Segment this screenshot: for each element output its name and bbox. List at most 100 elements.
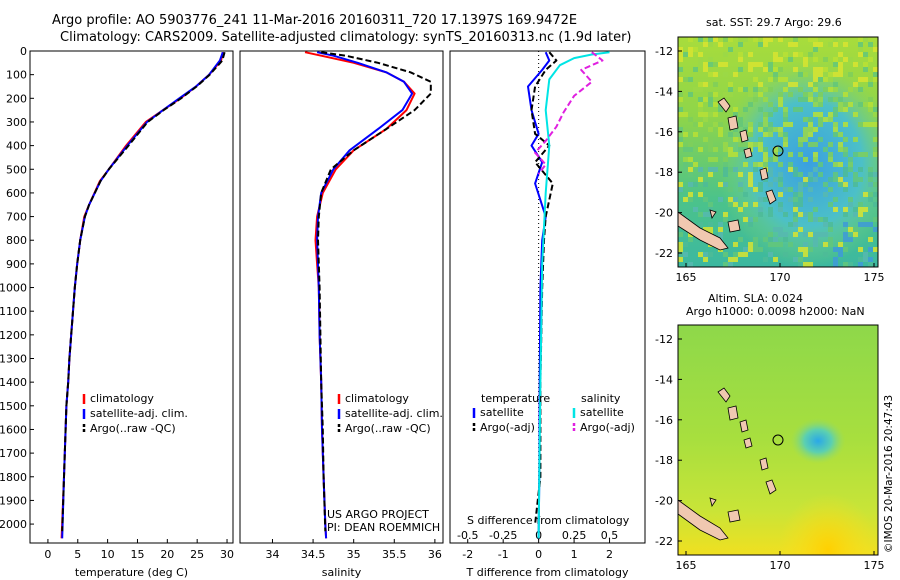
- series-line-salinity-satellite: [537, 51, 610, 539]
- temperature-panel: 0100200300400500600700800900100011001200…: [0, 45, 454, 579]
- x-tick-label: 10: [101, 548, 115, 561]
- map-lon-tick-label: 175: [864, 271, 885, 284]
- sst-map: [677, 36, 879, 268]
- salinity-diff-tick-label: 0.25: [562, 529, 587, 542]
- sla-map-title-line1: Altim. SLA: 0.024: [708, 292, 804, 305]
- salinity-axes-box: [239, 50, 444, 544]
- depth-tick-label: 1000: [0, 282, 27, 295]
- salinity-diff-tick-label: -0.25: [489, 529, 517, 542]
- legend-label: climatology: [345, 392, 409, 405]
- map-lat-tick-label: -16: [655, 126, 673, 139]
- sla-argo-location-marker: [772, 434, 784, 446]
- salinity-panel: 34 34.5 35 35.5 36 salinity climatology satelli…: [239, 50, 444, 579]
- depth-tick-label: 1700: [0, 447, 27, 460]
- project-pi: PI: DEAN ROEMMICH: [327, 521, 441, 534]
- profile-title: Argo profile: AO 5903776_241 11-Mar-2016…: [52, 13, 578, 28]
- map-lat-tick-label: -16: [655, 414, 673, 427]
- series-line-salinity-argo-adj-: [534, 51, 604, 175]
- legend-label: Argo(..raw -QC): [90, 422, 176, 435]
- depth-tick-label: 1400: [0, 376, 27, 389]
- map-lon-tick-label: 175: [864, 559, 885, 572]
- legend-label: Argo(-adj): [480, 421, 535, 434]
- sla-low-patch: [772, 409, 864, 485]
- legend-header: temperature: [481, 392, 550, 405]
- depth-tick-label: 500: [6, 163, 27, 176]
- sla-map: [677, 324, 879, 556]
- depth-tick-label: 1900: [0, 494, 27, 507]
- x-tick-label: 0: [44, 548, 51, 561]
- depth-tick-label: 700: [6, 211, 27, 224]
- legend-label: satellite: [580, 406, 624, 419]
- map-lat-tick-label: -12: [655, 333, 673, 346]
- series-line-argo-raw-qc-: [317, 51, 432, 532]
- legend-header: salinity: [581, 392, 621, 405]
- x-tick-label: -1: [498, 548, 509, 561]
- salinity-diff-tick-label: 0.5: [601, 529, 619, 542]
- x-tick-label: 2: [606, 548, 613, 561]
- x-tick-label: 20: [160, 548, 174, 561]
- sst-map-title: sat. SST: 29.7 Argo: 29.6: [706, 16, 842, 29]
- map-lat-tick-label: -12: [655, 45, 673, 58]
- depth-tick-label: 1300: [0, 353, 27, 366]
- sla-land: [677, 387, 777, 541]
- sst-map-frame: [677, 36, 879, 268]
- map-lat-tick-label: -14: [655, 85, 673, 98]
- temperature-axes-box: [29, 50, 234, 544]
- map-lat-tick-label: -18: [655, 454, 673, 467]
- depth-tick-label: 100: [6, 69, 27, 82]
- legend-label: Argo(..raw -QC): [345, 422, 431, 435]
- map-lat-tick-label: -20: [655, 207, 673, 220]
- legend-label: satellite: [480, 406, 524, 419]
- climatology-subtitle: Climatology: CARS2009. Satellite-adjuste…: [60, 30, 632, 45]
- map-lat-tick-label: -14: [655, 373, 673, 386]
- depth-tick-label: 200: [6, 92, 27, 105]
- x-tick-label: 25: [190, 548, 204, 561]
- x-tick-label: 35: [347, 548, 361, 561]
- depth-tick-label: 1500: [0, 400, 27, 413]
- legend-label: climatology: [90, 392, 154, 405]
- salinity-diff-axis-label: S difference from climatology: [467, 514, 630, 527]
- x-tick-label: 34: [265, 548, 279, 561]
- sla-map-frame: [677, 324, 879, 556]
- salinity-plot: 34 34.5 35 35.5 36 salinity climatology satelli…: [265, 51, 443, 579]
- depth-tick-label: 1100: [0, 305, 27, 318]
- sla-map-title-line2: Argo h1000: 0.0098 h2000: NaN: [686, 305, 865, 318]
- depth-tick-label: 1600: [0, 423, 27, 436]
- x-tick-label: 0: [535, 548, 542, 561]
- map-lat-tick-label: -20: [655, 495, 673, 508]
- depth-tick-label: 800: [6, 234, 27, 247]
- depth-tick-label: 600: [6, 187, 27, 200]
- difference-panel: -2 -1 0 1 2 T difference from climatology -0.5…: [449, 50, 646, 579]
- depth-tick-label: 1200: [0, 329, 27, 342]
- x-axis-label: temperature (deg C): [75, 566, 188, 579]
- series-line-argo-raw-qc-: [61, 51, 226, 532]
- x-tick-label: -2: [462, 548, 473, 561]
- sst-land: [677, 97, 777, 251]
- map-lon-tick-label: 165: [676, 559, 697, 572]
- depth-tick-label: 400: [6, 140, 27, 153]
- x-axis-label: salinity: [322, 566, 362, 579]
- x-tick-label: 1: [571, 548, 578, 561]
- imos-timestamp: ©IMOS 20-Mar-2016 20:47:43: [883, 394, 895, 553]
- x-tick-label: 5: [74, 548, 81, 561]
- legend-label: satellite-adj. clim.: [345, 407, 443, 420]
- map-lat-tick-label: -18: [655, 166, 673, 179]
- depth-tick-label: 300: [6, 116, 27, 129]
- legend-label: satellite-adj. clim.: [90, 407, 188, 420]
- difference-plot: -2 -1 0 1 2 T difference from climatology -0.5…: [457, 51, 635, 579]
- map-lon-tick-label: 165: [676, 271, 697, 284]
- depth-tick-label: 0: [20, 45, 27, 58]
- x-tick-label: 15: [130, 548, 144, 561]
- x-tick-label: 35.5: [382, 548, 407, 561]
- map-lon-tick-label: 170: [770, 271, 791, 284]
- x-tick-label: 36: [428, 548, 442, 561]
- salinity-diff-tick-label: -0.5: [457, 529, 478, 542]
- depth-ticks: 0 100 200 300 400 500 600 700 800 900 1000 1100 1200…: [0, 45, 454, 531]
- temperature-plot: 0 5 10 15 20 25 30 temperature (deg C) climatolo…: [44, 51, 234, 579]
- depth-tick-label: 1800: [0, 471, 27, 484]
- legend-label: Argo(-adj): [580, 421, 635, 434]
- sst-argo-location-marker: [772, 145, 784, 157]
- x-tick-label: 34.5: [301, 548, 326, 561]
